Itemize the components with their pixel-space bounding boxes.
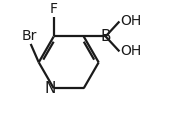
Text: B: B: [100, 29, 111, 44]
Text: OH: OH: [120, 15, 141, 28]
Text: N: N: [45, 81, 56, 96]
Text: OH: OH: [120, 44, 141, 58]
Text: Br: Br: [22, 29, 37, 43]
Text: F: F: [50, 2, 58, 16]
